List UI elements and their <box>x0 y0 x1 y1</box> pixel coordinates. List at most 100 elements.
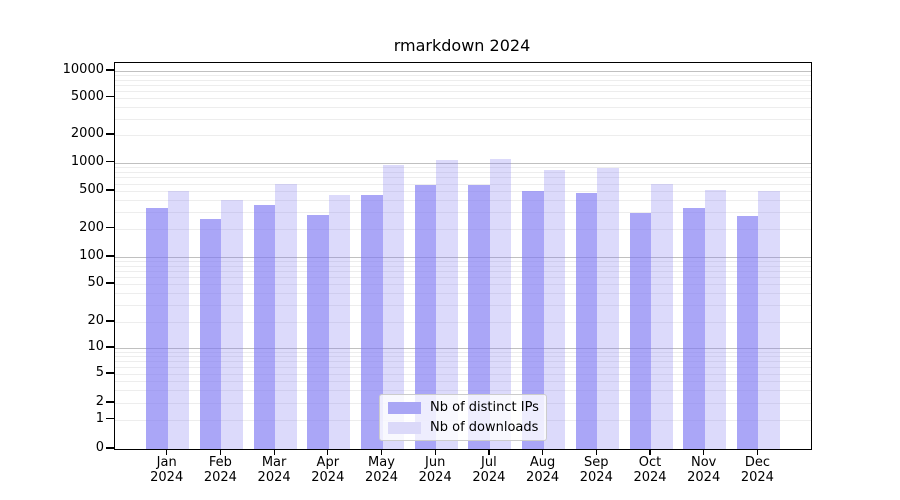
gridline <box>115 75 811 77</box>
bar-apr-downloads <box>328 195 351 449</box>
x-tick-label-apr: Apr 2024 <box>311 455 345 485</box>
gridline <box>115 97 811 99</box>
gridline <box>115 381 811 383</box>
gridline <box>115 71 811 72</box>
gridline <box>115 84 811 86</box>
legend-item-downloads: Nb of downloads <box>388 420 538 435</box>
y-tick-label-20: 20 <box>87 313 104 328</box>
legend: Nb of distinct IPs Nb of downloads <box>379 394 547 441</box>
bar-nov-distinct-ips <box>683 207 705 449</box>
legend-label-downloads: Nb of downloads <box>430 420 539 435</box>
bar-mar-downloads <box>275 183 297 449</box>
y-tick-mark <box>106 372 114 374</box>
bar-jul-distinct-ips <box>468 185 490 449</box>
gridline <box>115 390 811 392</box>
x-tick-mark <box>219 449 222 455</box>
gridline <box>115 261 811 263</box>
x-tick-mark <box>756 449 759 455</box>
plot-area: Nb of distinct IPs Nb of downloads <box>114 62 812 450</box>
gridline <box>115 305 811 307</box>
y-tick-mark <box>106 417 114 420</box>
bar-sep-downloads <box>597 167 619 449</box>
x-tick-mark <box>542 449 544 455</box>
x-tick-label-feb: Feb 2024 <box>203 455 237 485</box>
gridline <box>115 79 811 81</box>
x-tick-label-dec: Dec 2024 <box>740 455 774 485</box>
gridline <box>115 367 811 369</box>
gridline <box>115 167 811 168</box>
gridline <box>115 270 811 272</box>
y-tick-label-50: 50 <box>87 275 104 290</box>
gridline <box>115 106 811 108</box>
y-tick-mark <box>106 69 114 71</box>
y-tick-mark <box>106 255 114 257</box>
legend-label-distinct-ips: Nb of distinct IPs <box>430 400 539 415</box>
bar-may-downloads <box>382 164 404 449</box>
bar-sep-distinct-ips <box>575 193 598 449</box>
bar-aug-downloads <box>543 170 566 449</box>
gridline <box>115 361 811 363</box>
x-tick-label-jul: Jul 2024 <box>472 455 506 485</box>
gridline <box>115 348 811 349</box>
legend-item-distinct-ips: Nb of distinct IPs <box>388 400 539 415</box>
gridline <box>115 90 811 92</box>
bar-jul-downloads <box>489 158 512 449</box>
y-tick-label-1: 1 <box>95 410 104 426</box>
bar-nov-downloads <box>704 190 727 449</box>
x-tick-label-oct: Oct 2024 <box>633 455 667 485</box>
bar-aug-distinct-ips <box>522 191 544 449</box>
y-tick-mark <box>106 282 114 284</box>
gridline <box>115 257 811 258</box>
gridline <box>115 183 811 185</box>
y-tick-label-5: 5 <box>95 365 104 380</box>
x-tick-label-may: May 2024 <box>364 455 399 485</box>
gridline <box>115 265 811 267</box>
y-tick-label-200: 200 <box>79 219 104 235</box>
gridline <box>115 162 811 164</box>
bar-jun-downloads <box>436 159 458 449</box>
x-tick-label-mar: Mar 2024 <box>257 455 291 485</box>
x-tick-label-nov: Nov 2024 <box>687 455 721 485</box>
x-tick-mark <box>166 449 168 455</box>
y-tick-label-0: 0 <box>95 440 104 455</box>
bar-feb-downloads <box>221 200 243 449</box>
y-tick-label-1000: 1000 <box>70 153 104 169</box>
x-tick-mark <box>434 449 436 455</box>
bar-apr-distinct-ips <box>307 214 329 449</box>
y-tick-mark <box>106 189 114 191</box>
y-tick-mark <box>106 320 114 322</box>
y-tick-mark <box>106 447 114 449</box>
x-tick-mark <box>380 449 383 455</box>
gridline <box>115 200 811 202</box>
x-tick-mark <box>327 449 329 455</box>
y-tick-label-2: 2 <box>95 394 104 409</box>
gridline <box>115 177 811 179</box>
gridline <box>115 228 811 230</box>
bar-may-distinct-ips <box>361 195 383 449</box>
bar-dec-downloads <box>758 190 780 449</box>
y-tick-mark <box>106 161 114 163</box>
x-tick-label-sep: Sep 2024 <box>579 455 613 485</box>
y-tick-mark <box>106 227 114 229</box>
x-tick-label-aug: Aug 2024 <box>526 455 560 485</box>
bar-mar-distinct-ips <box>253 204 276 449</box>
gridline <box>115 212 811 213</box>
gridline <box>115 374 811 375</box>
y-tick-label-2000: 2000 <box>70 126 104 141</box>
y-tick-mark <box>106 401 114 403</box>
y-tick-mark <box>106 133 114 135</box>
x-tick-mark <box>488 449 490 455</box>
y-tick-label-10: 10 <box>87 339 104 354</box>
gridline <box>115 322 811 323</box>
gridline <box>115 293 811 295</box>
legend-swatch-downloads-icon <box>388 421 421 434</box>
x-tick-mark <box>703 449 705 455</box>
y-tick-label-100: 100 <box>79 248 104 263</box>
gridline <box>115 352 811 353</box>
x-tick-mark <box>273 449 275 455</box>
gridline <box>115 135 811 136</box>
y-tick-mark <box>106 346 114 348</box>
x-tick-mark <box>595 449 597 455</box>
x-tick-mark <box>649 449 651 455</box>
